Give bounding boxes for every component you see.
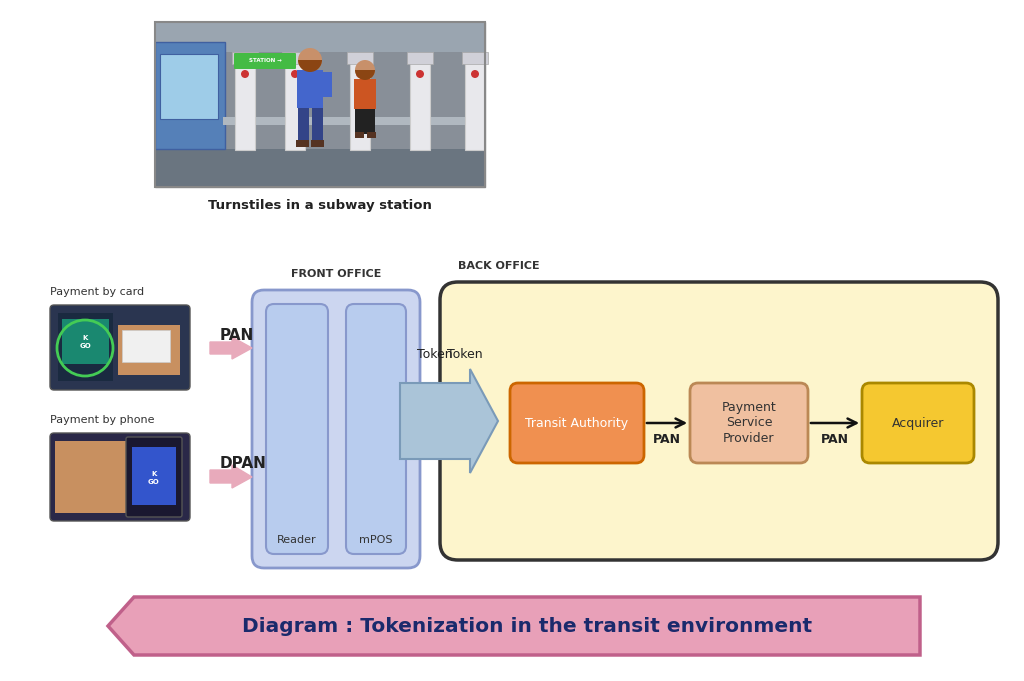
Text: Acquirer: Acquirer	[892, 417, 944, 430]
Polygon shape	[108, 597, 920, 655]
Bar	[155, 42, 225, 149]
Bar	[55, 441, 130, 513]
Circle shape	[356, 70, 364, 78]
Circle shape	[291, 70, 299, 78]
Wedge shape	[298, 60, 322, 72]
FancyBboxPatch shape	[510, 383, 644, 463]
Bar	[407, 52, 433, 64]
Circle shape	[241, 70, 249, 78]
FancyBboxPatch shape	[50, 433, 190, 521]
Circle shape	[355, 60, 375, 80]
FancyBboxPatch shape	[252, 290, 420, 568]
Text: mPOS: mPOS	[359, 535, 393, 545]
Text: Payment
Service
Provider: Payment Service Provider	[722, 402, 776, 445]
Bar	[350, 60, 370, 150]
Bar	[322, 72, 332, 97]
Circle shape	[471, 70, 479, 78]
Text: Turnstiles in a subway station: Turnstiles in a subway station	[208, 198, 432, 212]
Text: Token: Token	[447, 348, 482, 361]
Bar	[410, 60, 430, 150]
Text: DPAN: DPAN	[220, 456, 267, 471]
Bar	[354, 79, 376, 109]
Bar	[355, 109, 375, 134]
Bar	[311, 140, 324, 147]
Bar	[282, 52, 308, 64]
Text: Transit Authority: Transit Authority	[525, 417, 629, 430]
Polygon shape	[210, 465, 252, 488]
Bar	[155, 149, 485, 187]
Text: Diagram : Tokenization in the transit environment: Diagram : Tokenization in the transit en…	[242, 616, 812, 635]
Bar	[232, 52, 258, 64]
Circle shape	[416, 70, 424, 78]
Bar	[298, 108, 309, 143]
Bar	[234, 60, 255, 150]
Text: Payment by phone: Payment by phone	[50, 415, 155, 425]
Text: PAN: PAN	[220, 328, 254, 343]
FancyBboxPatch shape	[440, 282, 998, 560]
Bar	[297, 70, 323, 108]
Bar	[118, 325, 180, 375]
FancyBboxPatch shape	[346, 304, 406, 554]
Text: BACK OFFICE: BACK OFFICE	[458, 261, 540, 271]
Circle shape	[298, 48, 322, 72]
Text: K
GO: K GO	[148, 471, 160, 484]
FancyBboxPatch shape	[126, 437, 182, 517]
Bar	[155, 22, 485, 187]
Bar	[62, 319, 109, 364]
Bar	[132, 447, 176, 505]
Wedge shape	[355, 70, 375, 80]
Text: PAN: PAN	[653, 433, 681, 446]
Bar	[462, 52, 488, 64]
Text: Payment by card: Payment by card	[50, 287, 144, 297]
Bar	[155, 22, 485, 52]
Text: Token: Token	[417, 348, 453, 361]
Polygon shape	[400, 369, 498, 473]
Bar	[122, 330, 170, 362]
Text: PAN: PAN	[821, 433, 849, 446]
FancyBboxPatch shape	[266, 304, 328, 554]
Bar	[285, 60, 305, 150]
Bar	[58, 313, 113, 381]
Bar	[355, 132, 364, 138]
Text: K
GO: K GO	[79, 336, 91, 349]
FancyBboxPatch shape	[234, 53, 296, 69]
Bar	[347, 52, 373, 64]
FancyBboxPatch shape	[862, 383, 974, 463]
Bar	[160, 54, 218, 119]
Bar	[312, 108, 323, 143]
Bar	[296, 140, 309, 147]
FancyBboxPatch shape	[690, 383, 808, 463]
Text: STATION →: STATION →	[249, 59, 282, 63]
Bar	[465, 60, 485, 150]
Bar	[155, 22, 485, 187]
Bar	[223, 117, 485, 125]
Bar	[367, 132, 376, 138]
Text: FRONT OFFICE: FRONT OFFICE	[291, 269, 381, 279]
Polygon shape	[210, 337, 252, 359]
Text: Reader: Reader	[278, 535, 316, 545]
FancyBboxPatch shape	[50, 305, 190, 390]
